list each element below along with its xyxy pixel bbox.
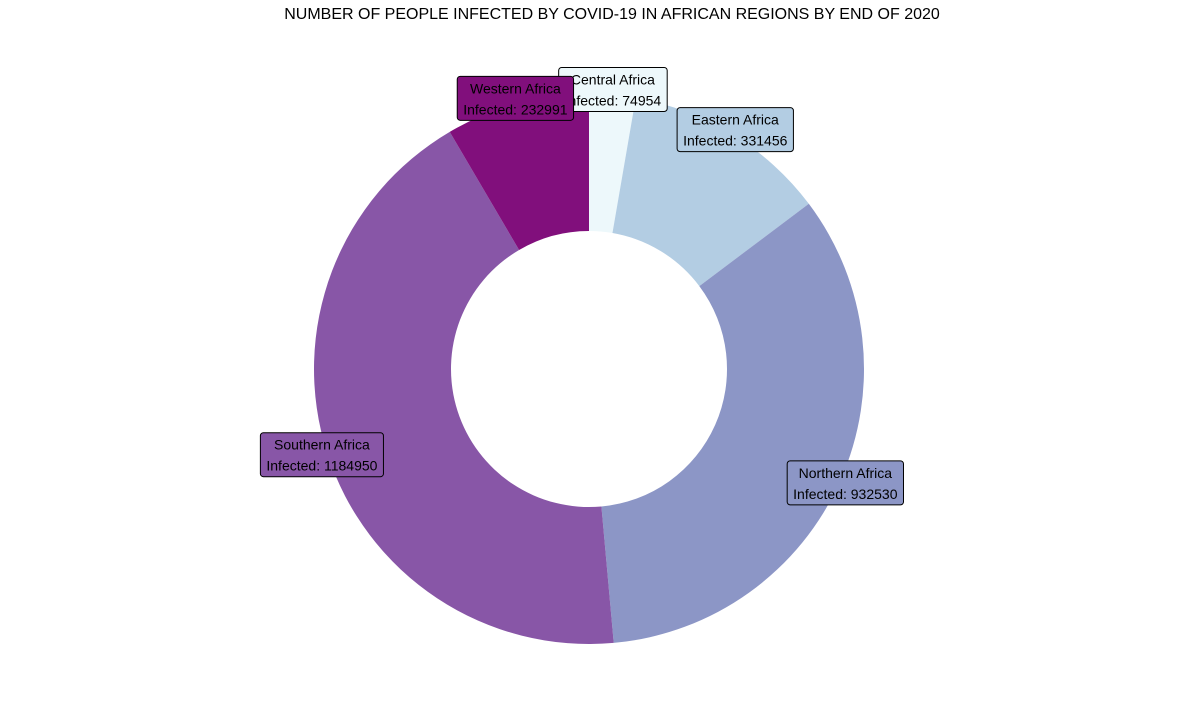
slice-label-central-africa: Central Africa Infected: 74954 (558, 67, 668, 113)
slice-label-box (786, 460, 904, 506)
donut-slices (314, 94, 864, 644)
slice-label-box (456, 75, 575, 121)
slice-label-box (676, 107, 794, 153)
slice-northern-africa (601, 203, 864, 643)
slice-label-name: Southern Africa (274, 437, 370, 453)
slice-label-northern-africa: Northern Africa Infected: 932530 (786, 460, 904, 506)
slice-central-africa (589, 94, 636, 234)
slice-label-southern-africa: Southern Africa Infected: 1184950 (259, 432, 384, 478)
slice-label-name: Northern Africa (799, 465, 893, 481)
slice-label-value: Infected: 331456 (683, 133, 788, 149)
slice-label-value: Infected: 932530 (793, 486, 898, 502)
slice-eastern-africa (612, 98, 809, 287)
slice-label-value: Infected: 74954 (565, 93, 662, 109)
slice-label-value: Infected: 1184950 (266, 458, 377, 474)
slice-label-box (259, 432, 384, 478)
slice-label-eastern-africa: Eastern Africa Infected: 331456 (676, 107, 794, 153)
chart-title: NUMBER OF PEOPLE INFECTED BY COVID-19 IN… (284, 6, 940, 23)
slice-western-africa (449, 94, 589, 251)
slice-label-name: Central Africa (571, 72, 655, 88)
slice-labels: Central Africa Infected: 74954 Eastern Afr… (259, 67, 904, 506)
slice-label-western-africa: Western Africa Infected: 232991 (456, 75, 575, 121)
slice-label-name: Western Africa (470, 80, 561, 96)
slice-label-value: Infected: 232991 (463, 101, 568, 117)
slice-label-name: Eastern Africa (692, 112, 779, 128)
slice-southern-africa (314, 131, 614, 644)
